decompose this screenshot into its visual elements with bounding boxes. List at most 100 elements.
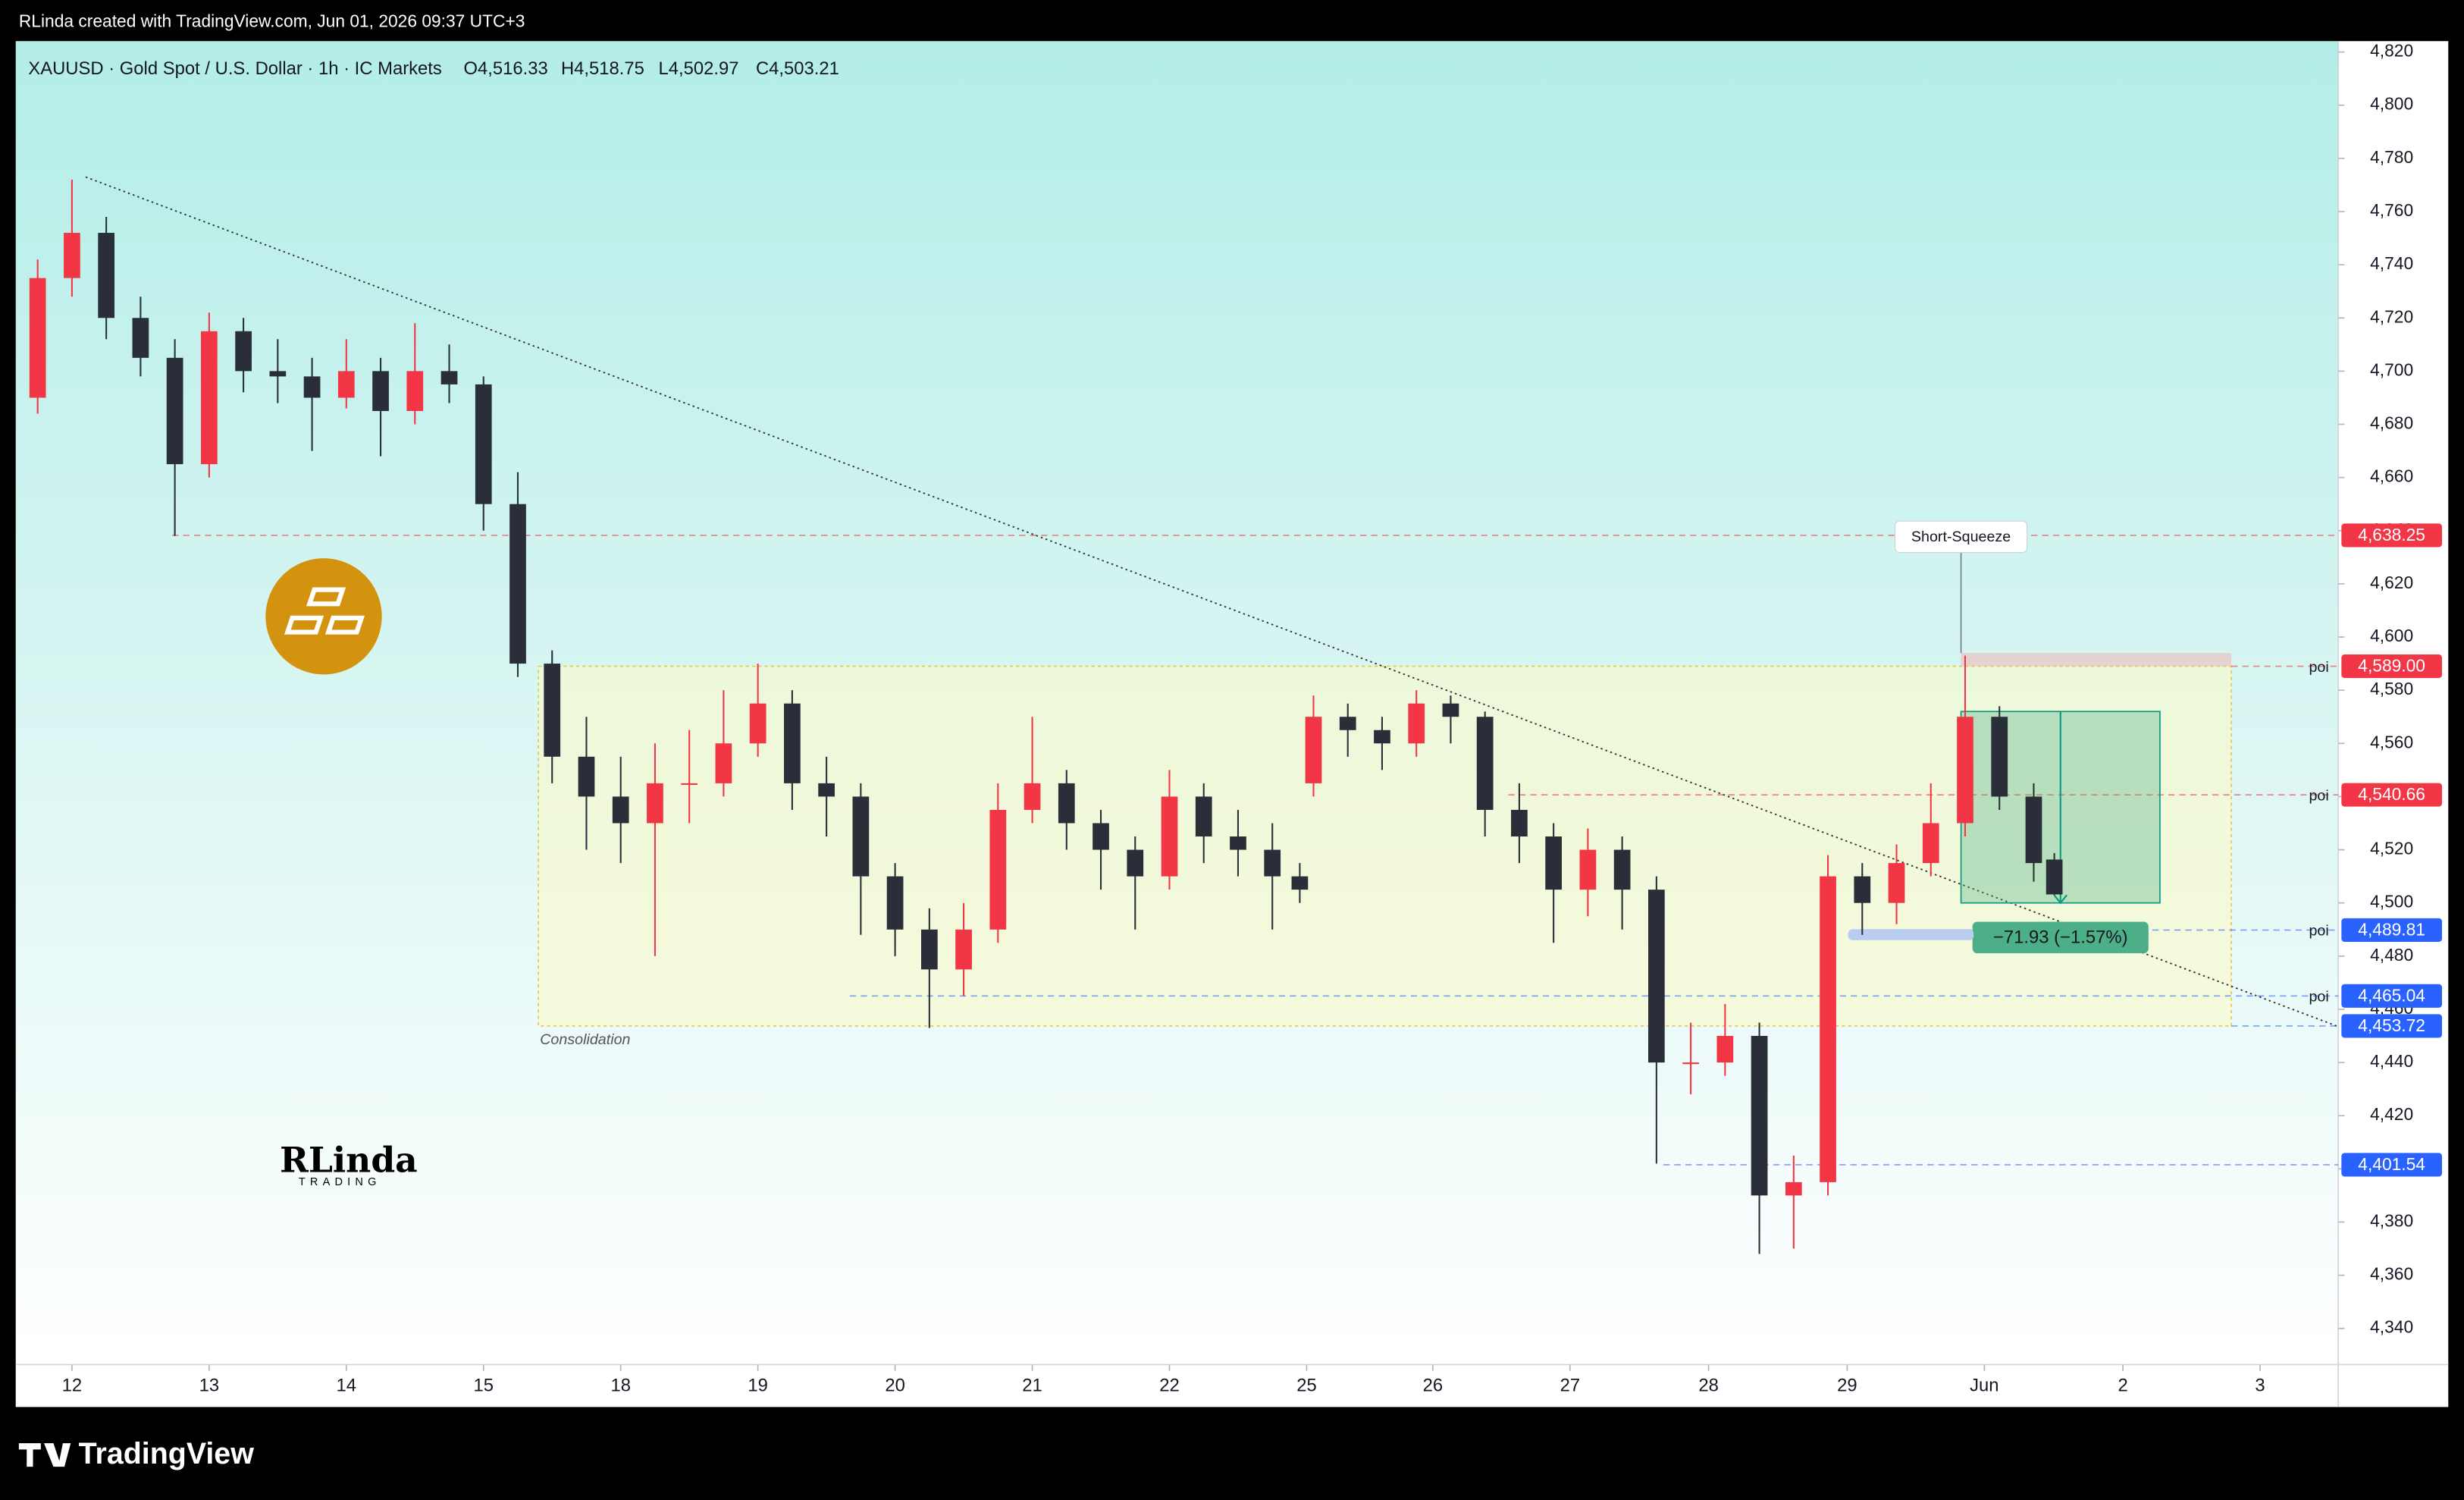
candle-body <box>1991 717 2008 797</box>
x-tick-label: 21 <box>1022 1376 1042 1396</box>
candle-body <box>1230 836 1246 850</box>
price-tag-label: 4,401.54 <box>2358 1154 2425 1174</box>
footer-brand: TradingView <box>79 1437 255 1470</box>
y-tick-label: 4,500 <box>2370 892 2413 912</box>
x-tick-label: 3 <box>2255 1376 2265 1396</box>
candle-body <box>201 331 218 465</box>
y-tick-label: 4,580 <box>2370 679 2413 698</box>
candle-body <box>337 371 355 398</box>
x-tick-label: 25 <box>1296 1376 1317 1396</box>
candle-body <box>1161 796 1178 877</box>
x-tick-label: 19 <box>748 1376 768 1396</box>
y-tick-label: 4,620 <box>2370 573 2413 592</box>
tv-logo-icon <box>18 1443 71 1467</box>
candle-body <box>647 783 663 824</box>
annotation-text: Short-Squeeze <box>1911 529 2011 545</box>
candle-body <box>818 783 835 797</box>
candle-body <box>1682 1062 1699 1065</box>
ohlc-value: O4,516.33 <box>463 58 547 79</box>
x-tick-label: 29 <box>1837 1376 1857 1396</box>
y-tick-label: 4,820 <box>2370 41 2413 61</box>
y-tick-label: 4,360 <box>2370 1264 2413 1284</box>
price-tag-label: 4,540.66 <box>2358 784 2425 804</box>
y-tick-label: 4,340 <box>2370 1317 2413 1337</box>
range-marker <box>1848 929 1974 940</box>
price-axis <box>2338 41 2449 1365</box>
y-tick-label: 4,380 <box>2370 1210 2413 1230</box>
candle-body <box>1476 717 1494 810</box>
candle-body <box>1442 703 1459 717</box>
candle-body <box>852 796 870 877</box>
position-label: −71.93 (−1.57%) <box>1993 927 2128 948</box>
candle-body <box>475 384 492 504</box>
candle-body <box>440 371 458 384</box>
price-tag <box>2341 783 2442 807</box>
y-tick-label: 4,600 <box>2370 626 2413 645</box>
candle-body <box>1579 849 1597 890</box>
candle-body <box>1374 730 1390 744</box>
candle-body <box>1127 849 1144 877</box>
poi-label: poi <box>2309 659 2328 676</box>
logo-sub: TRADING <box>299 1176 381 1188</box>
trendline <box>85 176 2339 1028</box>
candle-body <box>749 703 766 744</box>
poi-label: poi <box>2309 989 2328 1006</box>
ohlc-value: H4,518.75 <box>561 58 644 79</box>
candle-body <box>920 929 938 970</box>
consolidation-zone <box>538 665 2232 1027</box>
candle-body <box>2025 796 2042 864</box>
candle-body <box>269 371 287 377</box>
price-tag <box>2341 523 2442 548</box>
candle-body <box>1716 1036 1734 1063</box>
gold-bars <box>284 587 365 635</box>
price-tag <box>2341 1153 2442 1177</box>
ohlc-value: L4,502.97 <box>658 58 738 79</box>
candle-body <box>681 783 698 785</box>
candle-body <box>715 743 732 783</box>
position-label-box <box>1972 921 2149 954</box>
zone-label: Consolidation <box>540 1031 630 1048</box>
y-tick-label: 4,420 <box>2370 1104 2413 1124</box>
position-stop <box>1961 653 2232 667</box>
header: RLinda created with TradingView.com, Jun… <box>19 11 525 30</box>
chart-title: XAUUSD · Gold Spot / U.S. Dollar · 1h · … <box>28 58 442 79</box>
candle-body <box>1854 876 1871 903</box>
y-tick-label: 4,780 <box>2370 147 2413 167</box>
candle-body <box>1195 796 1212 837</box>
candle-body <box>372 371 389 411</box>
candle-body <box>132 318 149 358</box>
price-tag <box>2341 1014 2442 1038</box>
candle-body <box>1305 717 1322 783</box>
candle-body <box>989 809 1007 930</box>
candle-body <box>29 278 46 398</box>
x-tick-label: 13 <box>199 1376 220 1396</box>
y-tick-label: 4,760 <box>2370 200 2413 220</box>
y-tick-label: 4,680 <box>2370 413 2413 433</box>
candle-body <box>1957 717 1973 824</box>
candle-body <box>166 357 183 465</box>
candle-body <box>1751 1036 1768 1196</box>
candle-body <box>578 756 595 797</box>
annotation-box <box>1894 520 2028 554</box>
candle-body <box>1922 823 1939 864</box>
x-tick-label: 2 <box>2118 1376 2127 1396</box>
candle-body <box>235 331 252 372</box>
position-arrowhead <box>2053 894 2067 905</box>
x-tick-label: 18 <box>610 1376 631 1396</box>
y-tick-label: 4,520 <box>2370 839 2413 858</box>
y-tick-label: 4,740 <box>2370 253 2413 273</box>
candle-body <box>2045 859 2063 895</box>
candle-body <box>1024 783 1041 810</box>
candle-body <box>1058 783 1075 824</box>
candle-body <box>1511 809 1528 837</box>
y-tick-label: 4,560 <box>2370 732 2413 752</box>
price-tag <box>2341 654 2442 679</box>
gold-icon <box>265 558 382 675</box>
price-tag-label: 4,489.81 <box>2358 919 2425 939</box>
x-tick-label: 26 <box>1423 1376 1444 1396</box>
candle-body <box>1785 1181 1802 1196</box>
candle-body <box>1648 890 1665 1063</box>
logo: RLinda <box>280 1140 418 1181</box>
x-tick-label: 22 <box>1159 1376 1180 1396</box>
